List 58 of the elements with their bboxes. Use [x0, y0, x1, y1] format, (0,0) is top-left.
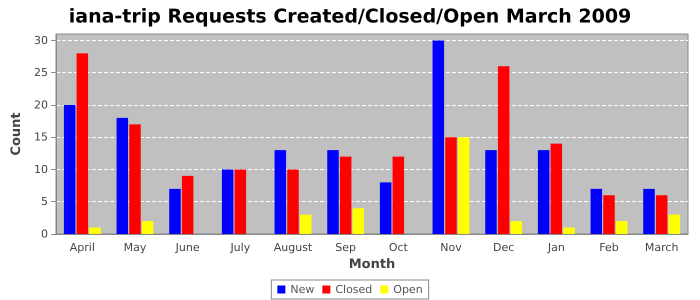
bar	[656, 195, 668, 234]
bar	[538, 150, 550, 234]
x-tick-label: March	[644, 241, 678, 254]
bar	[563, 228, 575, 234]
bar	[352, 208, 364, 234]
bar	[274, 150, 286, 234]
bar	[300, 214, 312, 234]
x-tick-label: July	[229, 241, 251, 254]
y-tick-label: 10	[34, 162, 48, 176]
y-axis-title: Count	[9, 112, 24, 156]
bar	[510, 221, 522, 234]
y-tick-label: 25	[34, 66, 48, 80]
x-tick-label: June	[174, 241, 200, 254]
x-tick-label: Oct	[388, 241, 409, 254]
legend-label: New	[290, 283, 314, 296]
x-tick-label: Feb	[599, 241, 619, 254]
bar	[485, 150, 497, 234]
x-tick-label: Sep	[335, 241, 356, 254]
bar	[76, 53, 88, 234]
y-tick-label: 15	[34, 130, 48, 144]
bar	[445, 137, 457, 234]
legend-label: Open	[393, 283, 423, 296]
bar	[380, 182, 392, 234]
bar	[169, 188, 181, 234]
y-tick-label: 0	[41, 228, 48, 240]
chart-title: iana-trip Requests Created/Closed/Open March 2009	[68, 6, 632, 28]
bar	[234, 169, 246, 234]
y-tick-label: 5	[41, 195, 48, 208]
bar	[327, 150, 339, 234]
bar	[590, 188, 602, 234]
bar	[142, 221, 154, 234]
bar	[182, 176, 194, 234]
legend-label: Closed	[335, 283, 372, 296]
bar	[603, 195, 615, 234]
bar	[129, 124, 141, 234]
bar	[287, 169, 299, 234]
bar	[392, 156, 404, 234]
y-tick-label: 20	[34, 98, 48, 112]
bar	[643, 188, 655, 234]
x-axis-title: Month	[348, 257, 396, 272]
bar	[222, 169, 234, 234]
bar	[89, 228, 101, 234]
bar	[498, 66, 510, 234]
x-tick-label: Dec	[493, 241, 514, 254]
bar	[616, 221, 628, 234]
x-tick-label: Jan	[546, 241, 565, 254]
x-tick-label: April	[70, 241, 95, 254]
x-tick-label: Nov	[440, 241, 462, 254]
bar	[458, 137, 470, 234]
bar	[64, 104, 76, 234]
x-tick-label: May	[124, 241, 147, 254]
bar	[432, 40, 444, 234]
x-tick-label: August	[274, 241, 313, 254]
bar	[668, 214, 680, 234]
bar	[550, 144, 562, 234]
bar	[116, 118, 128, 234]
y-tick-label: 30	[34, 34, 48, 47]
bar	[340, 156, 352, 234]
